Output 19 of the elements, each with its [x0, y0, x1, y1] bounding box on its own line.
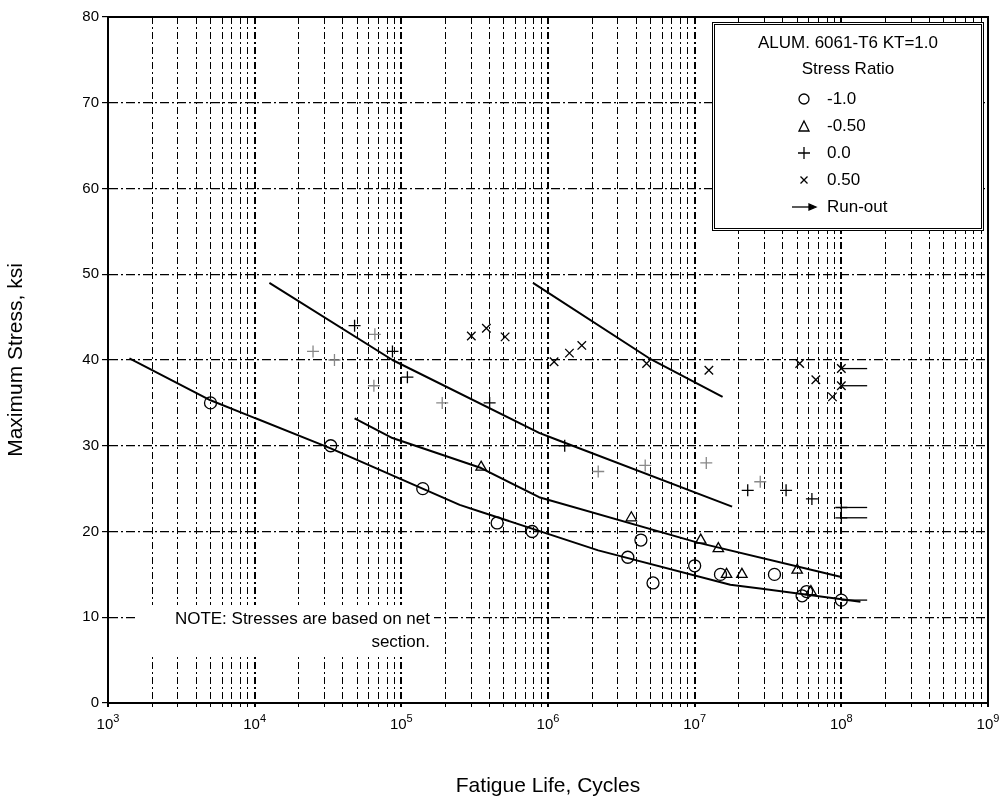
- annotation: NOTE: Stresses are based on net section.: [136, 605, 434, 655]
- y-tick-label: 10: [82, 607, 99, 625]
- legend-label: 0.50: [827, 169, 862, 190]
- legend-title: Stress Ratio: [800, 59, 896, 79]
- x-axis-title: Fatigue Life, Cycles: [455, 773, 641, 797]
- y-axis-title: Maximum Stress, ksi: [3, 263, 27, 457]
- text: ALUM. 6061-T6 KT=1.0: [757, 33, 939, 53]
- legend-label: -1.0: [827, 88, 858, 109]
- y-tick-label: 80: [82, 7, 99, 25]
- y-tick-label: 60: [82, 178, 99, 196]
- y-tick-label: 40: [82, 350, 99, 368]
- y-tick-label: 0: [90, 693, 99, 711]
- y-tick-label: 70: [82, 92, 99, 110]
- y-tick-label: 50: [82, 264, 99, 282]
- y-tick-label: 20: [82, 521, 99, 539]
- legend-label: -0.50: [827, 115, 867, 136]
- legend-label: Run-out: [827, 196, 889, 217]
- legend-label: 0.0: [827, 142, 852, 163]
- y-tick-label: 30: [82, 435, 99, 453]
